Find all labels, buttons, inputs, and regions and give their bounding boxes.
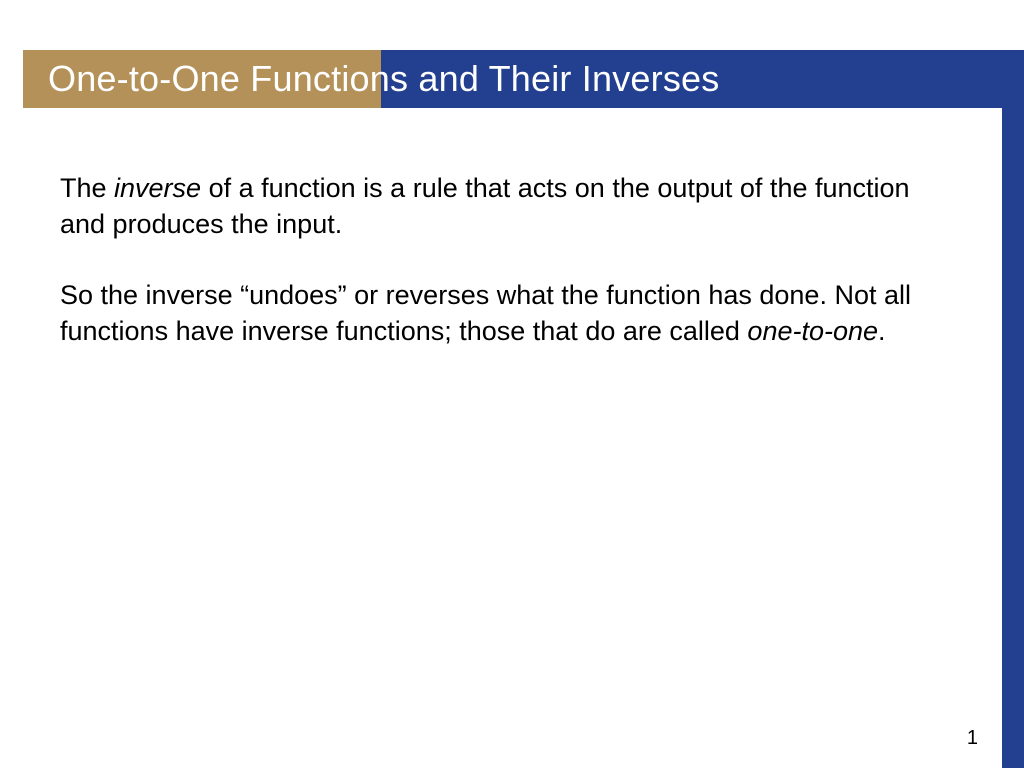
slide-title: One-to-One Functions and Their Inverses: [48, 50, 719, 108]
paragraph-2: So the inverse “undoes” or reverses what…: [60, 277, 954, 350]
right-border-stripe: [1002, 108, 1024, 768]
paragraph-1: The inverse of a function is a rule that…: [60, 170, 954, 243]
slide-body: The inverse of a function is a rule that…: [60, 170, 954, 384]
text-run: The: [60, 173, 114, 203]
slide-container: One-to-One Functions and Their Inverses …: [0, 0, 1024, 768]
page-number: 1: [967, 727, 978, 750]
italic-term-one-to-one: one-to-one: [747, 316, 878, 346]
text-run: .: [878, 316, 886, 346]
italic-term-inverse: inverse: [114, 173, 201, 203]
